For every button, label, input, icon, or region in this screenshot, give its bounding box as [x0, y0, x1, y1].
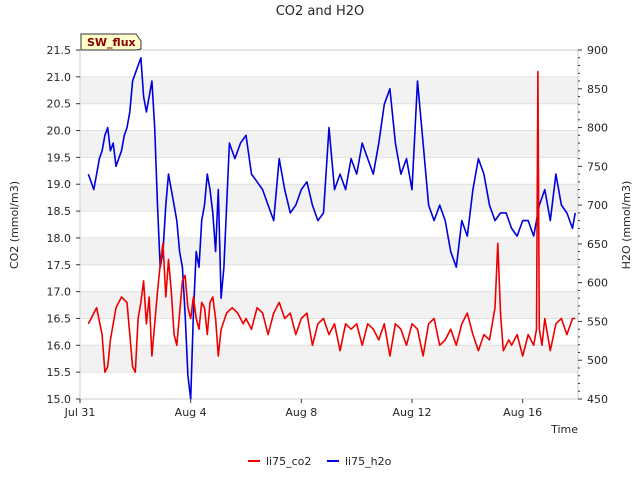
grid-band	[80, 345, 578, 373]
series-line-li75_co2	[87, 70, 576, 374]
left-tick-label: 18.0	[47, 232, 72, 245]
series-lines	[87, 56, 576, 400]
x-tick-label: Jul 31	[64, 406, 96, 419]
left-axis-ticks: 15.0 15.5 16.0 16.5 17.0 17.5 18.0 18.5 19.0 19.5…	[47, 44, 80, 406]
x-axis-ticks: Jul 31 Aug 4 Aug 8 Aug 12 Aug 16	[64, 399, 542, 419]
plot-frame	[79, 49, 579, 400]
right-tick-label: 750	[587, 160, 608, 173]
grid-band	[80, 291, 578, 319]
x-axis-label: Time	[550, 423, 578, 436]
left-tick-label: 20.0	[47, 125, 72, 138]
right-tick-label: 900	[587, 44, 608, 57]
right-tick-label: 800	[587, 122, 608, 135]
x-tick-label: Aug 12	[393, 406, 432, 419]
right-tick-label: 850	[587, 83, 608, 96]
grid-band	[80, 237, 578, 265]
right-tick-label: 700	[587, 199, 608, 212]
right-tick-label: 650	[587, 238, 608, 251]
left-tick-label: 16.5	[47, 312, 72, 325]
series-line-li75_h2o	[87, 56, 576, 400]
legend-label-li75_co2: li75_co2	[266, 455, 311, 468]
left-tick-label: 18.5	[47, 205, 72, 218]
left-tick-label: 19.5	[47, 151, 72, 164]
left-tick-label: 17.0	[47, 286, 72, 299]
chart-title: CO2 and H2O	[276, 4, 365, 19]
left-tick-label: 21.0	[47, 71, 72, 84]
left-axis-label: CO2 (mmol/m3)	[8, 181, 21, 269]
right-tick-label: 500	[587, 354, 608, 367]
left-tick-label: 16.0	[47, 339, 72, 352]
left-tick-label: 20.5	[47, 98, 72, 111]
left-tick-label: 19.0	[47, 178, 72, 191]
left-tick-label: 17.5	[47, 259, 72, 272]
grid-band	[80, 184, 578, 212]
left-tick-label: 15.0	[47, 393, 72, 406]
right-tick-label: 600	[587, 277, 608, 290]
right-tick-label: 550	[587, 315, 608, 328]
legend-label-li75_h2o: li75_h2o	[345, 455, 392, 468]
grid-band	[80, 76, 578, 104]
x-tick-label: Aug 4	[175, 406, 207, 419]
x-tick-label: Aug 16	[503, 406, 542, 419]
badge-label: SW_flux	[87, 36, 136, 49]
left-tick-label: 21.5	[47, 44, 72, 57]
right-axis-label: H2O (mmol/m3)	[620, 181, 633, 270]
legend: li75_co2 li75_h2o	[248, 455, 392, 468]
x-tick-label: Aug 8	[285, 406, 317, 419]
right-axis-ticks: 450 500 550 600 650 700 750 800 850 900	[578, 44, 608, 406]
left-tick-label: 15.5	[47, 366, 72, 379]
sw-flux-badge: SW_flux	[80, 33, 142, 51]
right-tick-label: 450	[587, 393, 608, 406]
